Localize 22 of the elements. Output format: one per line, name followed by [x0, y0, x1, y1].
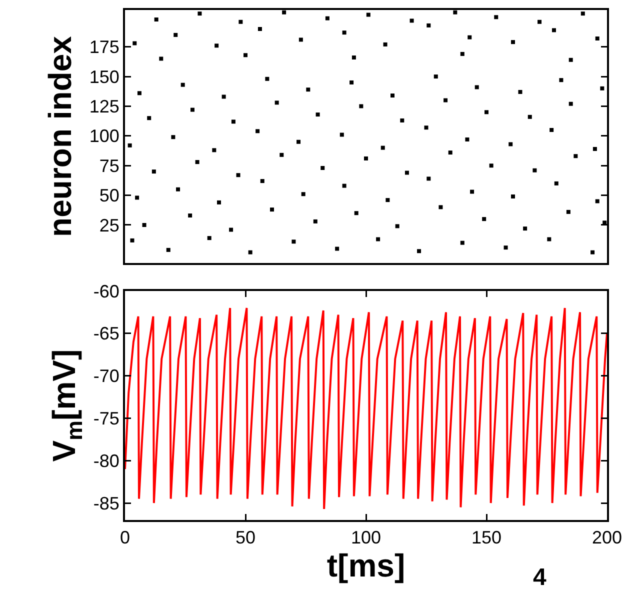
line-series: [125, 306, 607, 510]
y-tick-label: -80: [93, 450, 120, 471]
x-tick-label: 0: [120, 528, 130, 548]
x-axis-title: t[ms]: [326, 548, 406, 584]
y-tick-label: 175: [89, 37, 120, 58]
y-tick-label: -70: [93, 366, 120, 386]
text: 4: [533, 564, 547, 591]
y-tick-label: -75: [93, 408, 120, 429]
y-tick-label: -60: [93, 281, 120, 302]
x-tick-label: 100: [350, 528, 382, 548]
y-tick-label: 125: [89, 96, 120, 117]
y-axis-title: neuron index: [42, 36, 78, 237]
x-tick-label: 200: [592, 528, 622, 548]
y-tick-label: -65: [93, 324, 120, 344]
y-tick-label: 75: [99, 156, 120, 176]
x-tick-label: 50: [235, 528, 256, 548]
y-tick-label: 100: [89, 126, 120, 146]
y-tick-label: 150: [89, 66, 120, 87]
x-tick-label: 150: [471, 528, 502, 548]
y-tick-label: 25: [99, 215, 120, 236]
y-tick-label: 50: [99, 186, 120, 206]
y-tick-label: -85: [93, 493, 120, 514]
